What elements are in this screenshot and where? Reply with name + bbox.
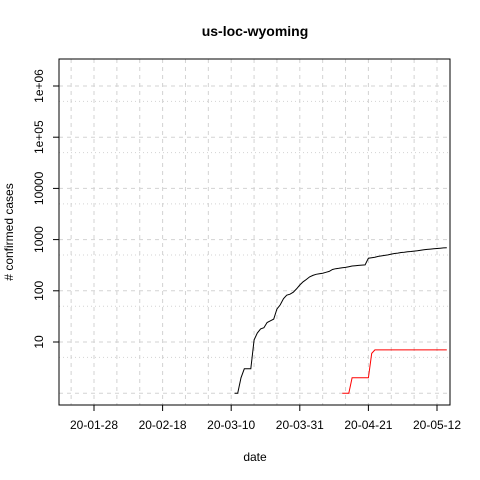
x-tick-label: 20-01-28: [70, 418, 118, 432]
chart-title: us-loc-wyoming: [202, 23, 309, 39]
y-tick-label: 100: [32, 280, 46, 300]
x-tick-label: 20-03-10: [207, 418, 255, 432]
series-line-2: [342, 349, 447, 394]
x-axis-label: date: [243, 450, 267, 464]
series-layer: [234, 247, 447, 394]
y-tick-label: 1000: [32, 226, 46, 253]
plot-frame: [58, 58, 451, 406]
y-tick-label: 10000: [32, 171, 46, 205]
x-tick-label: 20-05-12: [413, 418, 461, 432]
y-tick-label: 1e+05: [32, 120, 46, 154]
x-tick-label: 20-04-21: [344, 418, 392, 432]
x-tick-label: 20-03-31: [276, 418, 324, 432]
y-axis: 10 100 1000 10000 1e+05 1e+06: [32, 69, 59, 349]
x-tick-label: 20-02-18: [139, 418, 187, 432]
y-tick-label: 1e+06: [32, 69, 46, 103]
y-axis-label: # confirmed cases: [2, 183, 16, 280]
grid-lines: [59, 59, 450, 405]
x-axis: 20-01-28 20-02-18 20-03-10 20-03-31 20-04-21…: [70, 405, 461, 432]
series-line-1: [234, 247, 447, 394]
y-tick-label: 10: [32, 335, 46, 349]
